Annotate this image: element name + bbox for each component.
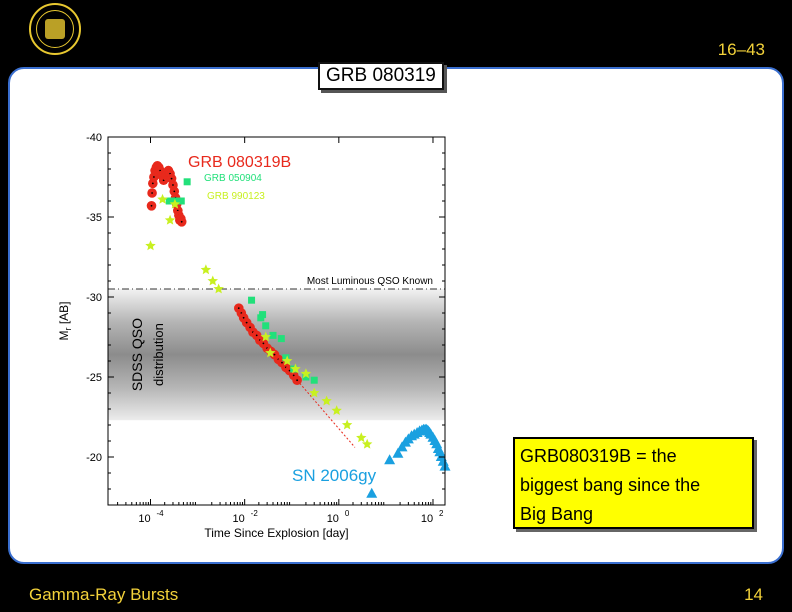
grb-050904-point — [165, 197, 173, 205]
grb-990123-point — [309, 387, 320, 398]
grb-080319b-point-dot — [150, 204, 153, 207]
callout-note: GRB080319B = the biggest bang since the … — [513, 437, 754, 529]
y-tick-label-3: -25 — [86, 372, 102, 384]
grb-050904-point — [183, 178, 191, 186]
grb-080319b-point-dot — [273, 353, 276, 356]
x-tick-label-3: 10 — [421, 513, 433, 525]
y-tick-label-4: -20 — [86, 452, 102, 464]
sn-2006gy-point — [384, 454, 396, 465]
x-tick-label-exp-2: 0 — [345, 509, 350, 518]
grb-990123-point — [157, 193, 168, 204]
grb-990123-point — [282, 355, 293, 366]
qso-band-title: SDSS QSO — [129, 318, 145, 391]
grb-050904-point — [259, 311, 267, 319]
grb-080319b-point-dot — [180, 220, 183, 223]
x-axis-label: Time Since Explosion [day] — [204, 526, 348, 540]
grb-050904-point — [277, 335, 285, 343]
grb-990123-point — [361, 438, 373, 449]
grb-080319b-point-dot — [151, 192, 153, 194]
slide-title: GRB 080319 — [318, 62, 444, 90]
grb080319b-extrapolation-line — [296, 379, 356, 448]
series-label-grb050904: GRB 050904 — [204, 173, 262, 184]
plot-frame — [107, 136, 446, 506]
qso-band-sublabel: distribution — [151, 323, 166, 386]
grb-050904-point — [248, 296, 256, 304]
grb-990123-point — [260, 331, 271, 342]
grb-080319b-point-dot — [281, 361, 283, 364]
grb-050904-point — [262, 322, 270, 330]
grb-990123-point — [331, 405, 342, 415]
y-axis-label: Mr [AB] — [57, 301, 73, 340]
grb-990123-point — [290, 363, 301, 374]
grb-080319b-point-dot — [288, 369, 291, 372]
grb-990123-point — [213, 283, 224, 294]
grb-990123-point — [207, 275, 218, 286]
y-axis-label-sub: r — [63, 328, 73, 331]
grb-080319b-point-dot — [245, 321, 248, 324]
y-axis-label-main: M — [57, 331, 71, 341]
grb-050904-point — [269, 331, 277, 339]
grb-990123-point — [341, 419, 353, 430]
grb-080319b-point-dot — [249, 326, 251, 329]
grb-080319b-point-dot — [170, 177, 173, 180]
grb-080319b-point-dot — [262, 342, 265, 345]
grb-050904-point — [177, 197, 185, 205]
grb-080319b-point-dot — [242, 316, 245, 319]
footer-section-title: Gamma-Ray Bursts — [29, 585, 179, 604]
grb-990123-point — [164, 214, 176, 225]
grb-080319b-point-dot — [255, 334, 258, 337]
grb-990123-point — [169, 198, 181, 209]
grb-050904-point — [302, 373, 310, 381]
x-tick-label-2: 10 — [327, 513, 339, 525]
grb-080319b-point-dot — [151, 182, 154, 185]
y-tick-label-1: -35 — [86, 212, 102, 224]
series-label-grb990123: GRB 990123 — [207, 191, 265, 202]
x-tick-label-exp-0: -4 — [157, 509, 165, 518]
grb-990123-point — [145, 240, 156, 251]
slide-counter: 16–43 — [717, 40, 765, 59]
callout-line-1: GRB080319B = the — [520, 446, 677, 466]
sn-2006gy-point — [366, 487, 378, 498]
grb-080319b-point-dot — [152, 176, 155, 178]
x-tick-label-1: 10 — [233, 513, 245, 525]
callout-line-2: biggest bang since the — [520, 475, 701, 495]
university-seal-logo — [29, 3, 81, 55]
grb-050904-point — [310, 376, 318, 384]
x-tick-label-exp-3: 2 — [439, 509, 444, 518]
grb-080319b-point-dot — [292, 374, 295, 377]
grb-080319b-point-dot — [172, 184, 174, 186]
x-tick-label-0: 10 — [138, 513, 150, 525]
chart-axes: -40 -35 -30 -25 -20 10 -4 10 -2 10 0 10 2 — [86, 132, 445, 525]
grb-990123-point — [356, 432, 367, 443]
x-tick-label-exp-1: -2 — [251, 509, 259, 518]
grb-990123-point — [200, 264, 212, 275]
y-tick-label-0: -40 — [86, 132, 102, 144]
sn-2006gy-point — [392, 447, 404, 458]
footer-page-number: 14 — [744, 585, 763, 604]
callout-line-3: Big Bang — [520, 504, 594, 524]
grb-080319b-point-dot — [237, 307, 240, 310]
grb-990123-point — [321, 395, 332, 406]
series-label-grb080319b: GRB 080319B — [188, 154, 291, 171]
y-axis-label-unit: [AB] — [57, 301, 71, 327]
most-luminous-qso-label: Most Luminous QSO Known — [307, 276, 433, 287]
y-tick-label-2: -30 — [86, 292, 102, 304]
grb-080319b-point-dot — [296, 379, 299, 382]
qso-band-label: SDSS QSO distribution — [129, 318, 166, 391]
grb-080319b-point-dot — [173, 190, 176, 193]
chart-marks — [145, 161, 451, 498]
grb-990123-point — [265, 347, 276, 358]
series-label-sn2006gy: SN 2006gy — [292, 466, 377, 485]
grb-050904-point — [282, 354, 290, 362]
grb-990123-point — [300, 368, 312, 379]
